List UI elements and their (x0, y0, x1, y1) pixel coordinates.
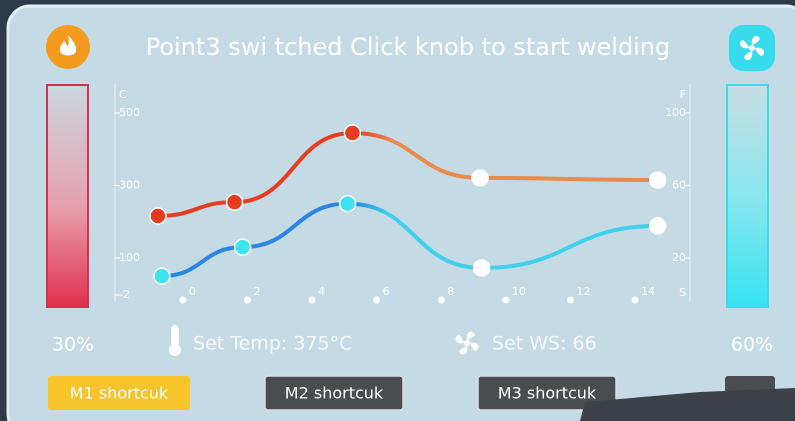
axis-label: S (679, 286, 686, 299)
tick-mark (567, 297, 574, 304)
x-tick-label: 0 (189, 285, 196, 298)
x-tick-label: 10 (512, 285, 526, 298)
tick-mark (438, 297, 445, 304)
x-tick-label: 4 (318, 285, 325, 298)
x-tick-label: 12 (576, 285, 590, 298)
button[interactable]: M2 shortcuk (265, 376, 403, 410)
data-point (650, 218, 666, 234)
x-tick-label: 8 (447, 285, 454, 298)
data-point (474, 260, 490, 276)
tick-mark (244, 297, 251, 304)
button-label: M1 shortcuk (70, 384, 169, 403)
button-label: M3 shortcuk (498, 384, 597, 403)
data-point (154, 268, 170, 284)
data-point (235, 239, 251, 255)
set-temp: Set Temp: 375°C (193, 333, 352, 355)
temp-percent: 30% (52, 334, 94, 356)
tick-mark (502, 297, 509, 304)
button[interactable]: M1 shortcuk (48, 376, 190, 410)
temp-gauge (47, 85, 88, 307)
data-point (344, 125, 360, 141)
panel (8, 6, 795, 421)
y-tick-label: 500 (119, 106, 140, 119)
x-tick-label: 6 (383, 285, 390, 298)
axis-label: F (680, 88, 686, 101)
data-point (472, 170, 488, 186)
data-point (650, 172, 666, 188)
fan-icon[interactable] (729, 25, 775, 71)
set-ws: Set WS: 66 (492, 333, 597, 355)
title: Point3 swi tched Click knob to start wel… (146, 33, 671, 61)
y-tick-label: -2 (119, 288, 130, 301)
y2-tick-label: 20 (672, 251, 686, 264)
data-point (227, 194, 243, 210)
y-tick-label: 300 (119, 179, 140, 192)
axis-label: C (119, 88, 127, 101)
data-point (340, 196, 356, 212)
y-tick-label: 100 (119, 251, 140, 264)
ws-percent: 60% (731, 334, 773, 356)
button-label: M2 shortcuk (285, 384, 384, 403)
tick-mark (179, 297, 186, 304)
y2-tick-label: 60 (672, 179, 686, 192)
tick-mark (632, 297, 639, 304)
y2-tick-label: 100 (665, 106, 686, 119)
x-tick-label: 14 (641, 285, 655, 298)
flame-icon (46, 25, 90, 69)
tick-mark (373, 297, 380, 304)
tick-mark (309, 297, 316, 304)
x-tick-label: 2 (253, 285, 260, 298)
ws-gauge (727, 85, 768, 307)
screen: Point3 swi tched Click knob to start wel… (0, 0, 795, 421)
data-point (150, 208, 166, 224)
